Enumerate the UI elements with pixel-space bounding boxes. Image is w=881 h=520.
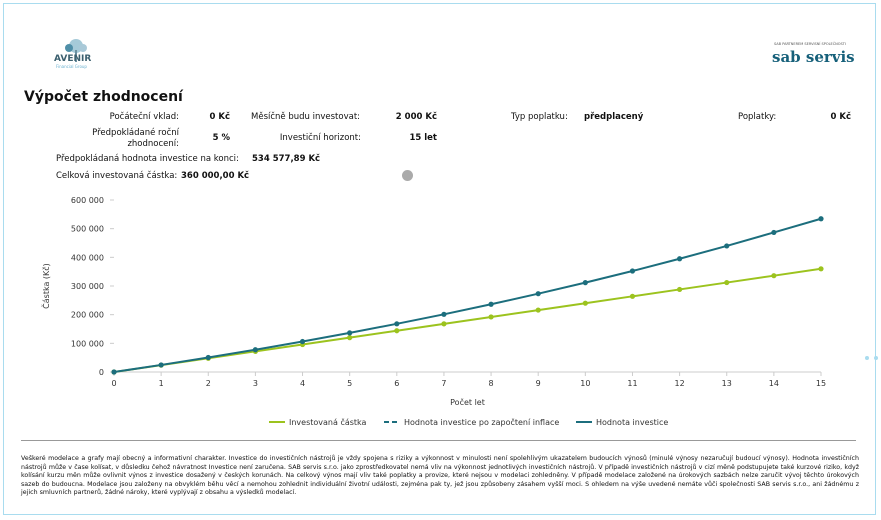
y-tick-label: 100 000 <box>71 339 104 348</box>
summary-label: Celková investovaná částka: <box>56 171 178 181</box>
series-point <box>252 347 258 353</box>
field-value: 0 Kč <box>830 112 852 122</box>
x-axis-label: Počet let <box>450 397 485 407</box>
x-tick-label: 11 <box>627 379 637 388</box>
series-point <box>394 328 400 334</box>
series-point <box>677 256 683 262</box>
legend-label: Investovaná částka <box>289 417 367 427</box>
field-label: Poplatky: <box>738 112 777 122</box>
x-tick-label: 13 <box>722 379 732 388</box>
logo-left-sub: Financial Group <box>56 64 87 69</box>
series-point <box>394 321 400 327</box>
x-tick-label: 7 <box>441 379 446 388</box>
field-label: Měsíčně budu investovat: <box>251 112 361 122</box>
x-tick-label: 10 <box>580 379 590 388</box>
series-point <box>582 280 588 286</box>
series-point <box>205 354 211 361</box>
logo-right: sab servis <box>772 48 855 66</box>
x-tick-label: 6 <box>394 379 399 388</box>
logo-left: AVENIR <box>54 54 92 64</box>
series-point <box>441 311 447 317</box>
x-tick-label: 15 <box>816 379 826 388</box>
y-tick-label: 400 000 <box>71 253 104 262</box>
summary-label: Předpokládaná hodnota investice na konci… <box>56 154 239 164</box>
series-point <box>818 266 824 272</box>
series-point <box>677 286 683 293</box>
field-value: 5 % <box>212 133 230 143</box>
y-tick-label: 0 <box>99 368 104 377</box>
summary-value: 534 577,89 Kč <box>252 154 321 164</box>
series-point <box>629 293 636 299</box>
series-point <box>488 314 494 320</box>
series-point <box>158 362 164 368</box>
x-tick-label: 9 <box>536 379 541 388</box>
series-point <box>441 321 447 327</box>
y-tick-label: 300 000 <box>71 282 104 291</box>
logo-icon <box>65 39 87 62</box>
series-point <box>771 229 777 236</box>
logo-right-top: SAB PARTNEREM SERVISNÍ SPOLEČNOSTI <box>774 42 846 46</box>
series-point <box>299 338 306 345</box>
page: AVENIR Financial Group SAB PARTNEREM SER… <box>3 3 876 515</box>
chart: 0 100 000 200 000 300 000 400 000 500 000 600 … <box>40 196 826 427</box>
field-label: Počáteční vklad: <box>109 112 179 122</box>
series-line <box>113 267 822 373</box>
x-tick-label: 0 <box>111 379 116 388</box>
handle-dot <box>874 356 878 360</box>
x-tick-label: 5 <box>347 379 352 388</box>
disclaimer: Veškeré modelace a grafy mají obecný a i… <box>21 455 859 497</box>
series-point <box>535 307 541 313</box>
legend-label: Hodnota investice po započtení inflace <box>404 417 559 427</box>
separator <box>21 440 856 441</box>
series-point <box>724 243 730 249</box>
series-point <box>771 273 777 279</box>
handle-dot <box>865 356 869 360</box>
field-label: Typ poplatku: <box>511 112 568 122</box>
summary-value: 360 000,00 Kč <box>181 171 250 181</box>
spinner-dot <box>402 170 413 181</box>
x-tick-label: 12 <box>675 379 685 388</box>
field-value: předplacený <box>584 112 644 122</box>
series-point <box>582 300 588 306</box>
legend-label: Hodnota investice <box>596 418 668 427</box>
x-tick-label: 2 <box>206 379 211 388</box>
title: Výpočet zhodnocení <box>24 89 183 105</box>
field-label: Investiční horizont: <box>279 133 361 143</box>
series-point <box>818 216 824 222</box>
series-point <box>724 279 730 286</box>
field-value: 2 000 Kč <box>395 112 437 122</box>
field-value: 0 Kč <box>209 112 231 122</box>
field-value: 15 let <box>409 133 437 143</box>
series-point <box>535 291 541 297</box>
y-tick-label: 600 000 <box>71 196 104 205</box>
series-point <box>347 330 353 336</box>
series-point <box>488 301 494 307</box>
field-label: Předpokládané roční zhodnocení: <box>92 128 179 149</box>
x-tick-label: 1 <box>159 379 164 388</box>
series-point <box>347 335 353 341</box>
series-point <box>111 369 117 375</box>
x-tick-label: 8 <box>489 379 494 388</box>
series-point <box>629 268 636 274</box>
x-tick-label: 3 <box>253 379 258 388</box>
x-tick-label: 14 <box>769 379 779 388</box>
y-axis-label: Částka (Kč) <box>40 263 51 309</box>
y-tick-label: 500 000 <box>71 225 104 234</box>
x-tick-label: 4 <box>300 379 305 388</box>
series-line <box>113 217 822 373</box>
y-tick-label: 200 000 <box>71 311 104 320</box>
